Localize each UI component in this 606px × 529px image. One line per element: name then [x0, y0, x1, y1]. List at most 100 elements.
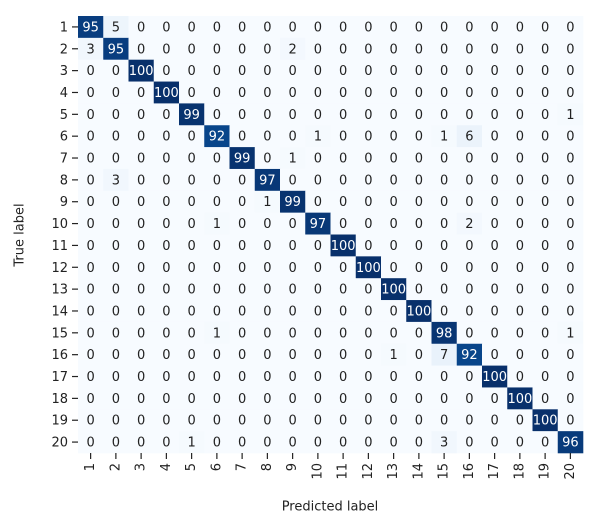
- cell-label: 0: [187, 195, 195, 210]
- cell-label: 95: [108, 42, 125, 57]
- cell-label: 0: [364, 130, 372, 145]
- cell-label: 0: [490, 108, 498, 123]
- cell-label: 0: [314, 261, 322, 276]
- x-tick-label: 7: [235, 463, 250, 471]
- cell-label: 0: [112, 108, 120, 123]
- cell-label: 0: [263, 348, 271, 363]
- cell: [280, 168, 306, 192]
- cell-label: 0: [415, 392, 423, 407]
- cell-label: 0: [162, 283, 170, 298]
- cell-label: 0: [187, 217, 195, 232]
- cell: [381, 387, 407, 410]
- cell: [557, 147, 584, 170]
- cell: [482, 300, 508, 323]
- cell: [204, 387, 230, 410]
- cell: [78, 409, 104, 432]
- cell-label: 0: [465, 283, 473, 298]
- cell-label: 0: [112, 239, 120, 254]
- cell: [330, 190, 357, 213]
- cell-label: 0: [490, 195, 498, 210]
- cell: [305, 300, 331, 323]
- x-tick-label: 14: [411, 463, 426, 480]
- cell-label: 1: [288, 152, 296, 167]
- cell: [381, 278, 407, 301]
- cell: [179, 343, 205, 366]
- cell-label: 0: [137, 130, 145, 145]
- cell: [103, 300, 129, 323]
- cell: [229, 256, 256, 279]
- cell-label: 0: [440, 64, 448, 79]
- cell-label: 0: [238, 42, 246, 57]
- cell-label: 0: [263, 217, 271, 232]
- cell-label: 0: [566, 304, 574, 319]
- cell-label: 0: [86, 217, 94, 232]
- cell: [456, 365, 483, 388]
- cell-label: 0: [415, 130, 423, 145]
- cell-label: 0: [490, 152, 498, 167]
- cell-label: 0: [162, 42, 170, 57]
- cell-label: 0: [86, 152, 94, 167]
- cell: [78, 431, 104, 454]
- cell-label: 99: [183, 108, 200, 123]
- cell: [431, 37, 458, 60]
- cell-label: 0: [415, 436, 423, 451]
- cell: [204, 16, 230, 39]
- cell-label: 0: [187, 239, 195, 254]
- cell: [305, 147, 331, 170]
- x-tick-label: 9: [285, 463, 300, 471]
- cell-label: 0: [516, 261, 524, 276]
- cell: [305, 103, 331, 126]
- cell: [103, 387, 129, 410]
- cell-label: 0: [516, 173, 524, 188]
- cell-label: 0: [465, 436, 473, 451]
- cell-label: 0: [263, 326, 271, 341]
- cell-label: 0: [288, 392, 296, 407]
- cell: [78, 365, 104, 388]
- cell-label: 0: [112, 152, 120, 167]
- cell: [431, 256, 458, 279]
- cell-label: 0: [162, 108, 170, 123]
- cell: [78, 125, 104, 148]
- cell-label: 0: [263, 261, 271, 276]
- cell-label: 0: [187, 414, 195, 429]
- cell-label: 0: [314, 239, 322, 254]
- cell-label: 0: [86, 64, 94, 79]
- cell: [305, 234, 331, 257]
- cell-label: 0: [288, 304, 296, 319]
- cell: [431, 81, 458, 104]
- cell: [128, 300, 155, 323]
- cell: [532, 190, 559, 213]
- cell-label: 0: [238, 64, 246, 79]
- cell-label: 0: [566, 283, 574, 298]
- x-tick-label: 20: [563, 463, 578, 480]
- cell-label: 0: [415, 195, 423, 210]
- cell: [355, 300, 382, 323]
- cell: [280, 365, 306, 388]
- cell: [254, 125, 281, 148]
- cell: [103, 147, 129, 170]
- cell: [355, 321, 382, 345]
- cell: [280, 431, 306, 454]
- cell-label: 0: [490, 304, 498, 319]
- cell-label: 0: [389, 436, 397, 451]
- cell: [254, 59, 281, 82]
- cell: [482, 387, 508, 410]
- cell: [381, 343, 407, 366]
- cell: [532, 256, 559, 279]
- cell: [78, 81, 104, 104]
- cell: [254, 147, 281, 170]
- cell-label: 0: [516, 42, 524, 57]
- cell: [381, 256, 407, 279]
- cell-label: 1: [213, 217, 221, 232]
- cell-label: 0: [415, 239, 423, 254]
- cell: [406, 234, 432, 257]
- x-tick-label: 5: [184, 463, 199, 471]
- cell-label: 0: [541, 64, 549, 79]
- cell: [355, 234, 382, 257]
- cell: [128, 147, 155, 170]
- cell: [254, 16, 281, 39]
- cell: [507, 59, 533, 82]
- cell: [280, 37, 306, 60]
- cell: [482, 409, 508, 432]
- cell-label: 0: [314, 436, 322, 451]
